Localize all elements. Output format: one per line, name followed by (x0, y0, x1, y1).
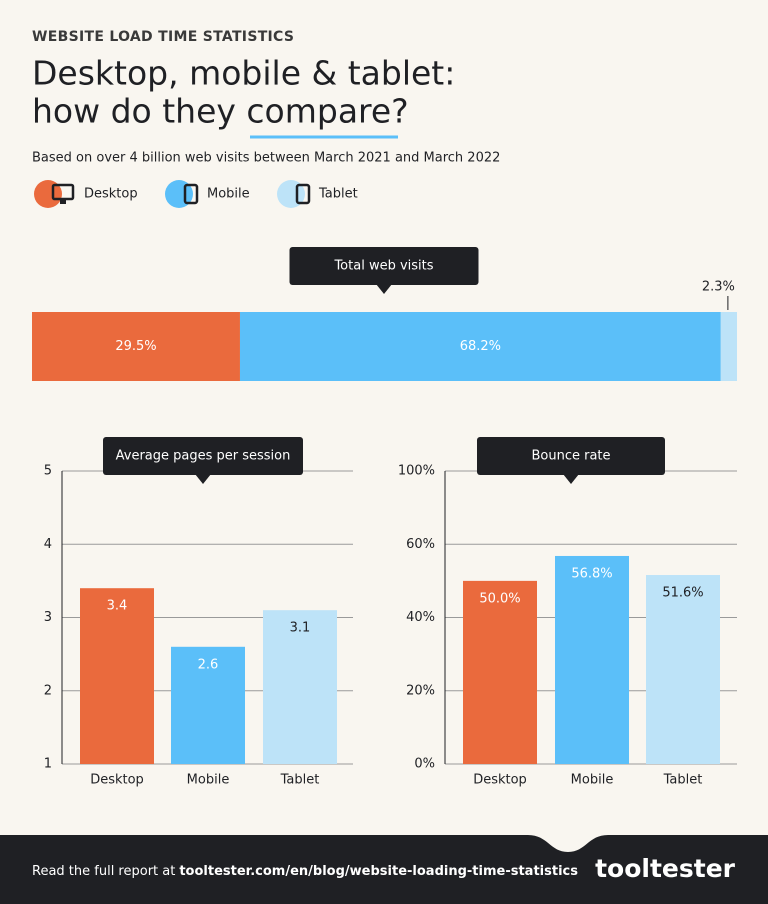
y-tick-label: 1 (44, 757, 52, 772)
y-tick-label: 5 (44, 464, 52, 479)
bar (646, 575, 720, 764)
bar (171, 646, 245, 764)
legend-icon (295, 183, 311, 205)
value-label: 56.8% (571, 566, 612, 581)
bar (80, 588, 154, 764)
callout-pointer (563, 474, 579, 484)
legend-label: Tablet (318, 187, 358, 202)
legend-label: Desktop (84, 187, 138, 202)
value-label: 50.0% (479, 591, 520, 606)
stacked-segment (32, 312, 240, 381)
value-label: 3.4 (107, 599, 128, 614)
x-tick-label: Desktop (473, 773, 527, 788)
stacked-segment (239, 312, 721, 381)
footer-lead: Read the full report at (32, 864, 175, 879)
segment-label: 29.5% (115, 339, 156, 354)
logo: tooltester (595, 854, 736, 883)
x-tick-label: Mobile (187, 773, 230, 788)
segment-label: 2.3% (702, 280, 735, 295)
callout-pointer (376, 284, 392, 294)
callout-title: Bounce rate (531, 449, 610, 464)
title-line: Desktop, mobile & tablet: (32, 54, 455, 93)
callout-box (477, 437, 665, 475)
x-tick-label: Tablet (663, 773, 703, 788)
y-tick-label: 40% (406, 610, 435, 625)
bar (555, 555, 629, 764)
legend-label: Mobile (207, 187, 250, 202)
legend-icon (183, 183, 199, 205)
x-tick-label: Mobile (571, 773, 614, 788)
charts: Total web visits 29.5% 68.2% 2.3% 1 2 3 4 5 3.4 De… (32, 247, 737, 788)
callout-title: Total web visits (333, 259, 433, 274)
footer-bg (0, 835, 768, 904)
stacked-segment (720, 312, 737, 381)
value-label: 3.1 (290, 621, 311, 636)
subtitle: Based on over 4 billion web visits betwe… (32, 151, 500, 166)
bar (263, 610, 337, 764)
y-tick-label: 20% (406, 683, 435, 698)
footer-text: Read the full report at tooltester.com/en… (32, 864, 578, 879)
segment-label: 68.2% (460, 339, 501, 354)
callout-title: Average pages per session (116, 449, 291, 464)
legend-swatch (34, 180, 62, 208)
footer-link[interactable]: tooltester.com/en/blog/website-loading-t… (179, 864, 578, 879)
callout-pointer (195, 474, 211, 484)
value-label: 51.6% (662, 586, 703, 601)
title-line: how do they compare? (32, 92, 409, 131)
y-tick-label: 3 (44, 610, 52, 625)
footer-notch (528, 835, 608, 852)
legend-icon (60, 199, 66, 204)
x-tick-label: Desktop (90, 773, 144, 788)
bar (463, 580, 537, 764)
callout-box (289, 247, 479, 285)
eyebrow: WEBSITE LOAD TIME STATISTICS (32, 29, 294, 45)
y-tick-label: 4 (44, 537, 52, 552)
y-tick-label: 2 (44, 683, 52, 698)
callout-box (103, 437, 303, 475)
y-tick-label: 100% (398, 464, 435, 479)
y-tick-label: 0% (414, 757, 435, 772)
y-tick-label: 60% (406, 537, 435, 552)
x-tick-label: Tablet (280, 773, 320, 788)
legend: Desktop Mobile Tablet (34, 180, 358, 208)
value-label: 2.6 (198, 657, 219, 672)
